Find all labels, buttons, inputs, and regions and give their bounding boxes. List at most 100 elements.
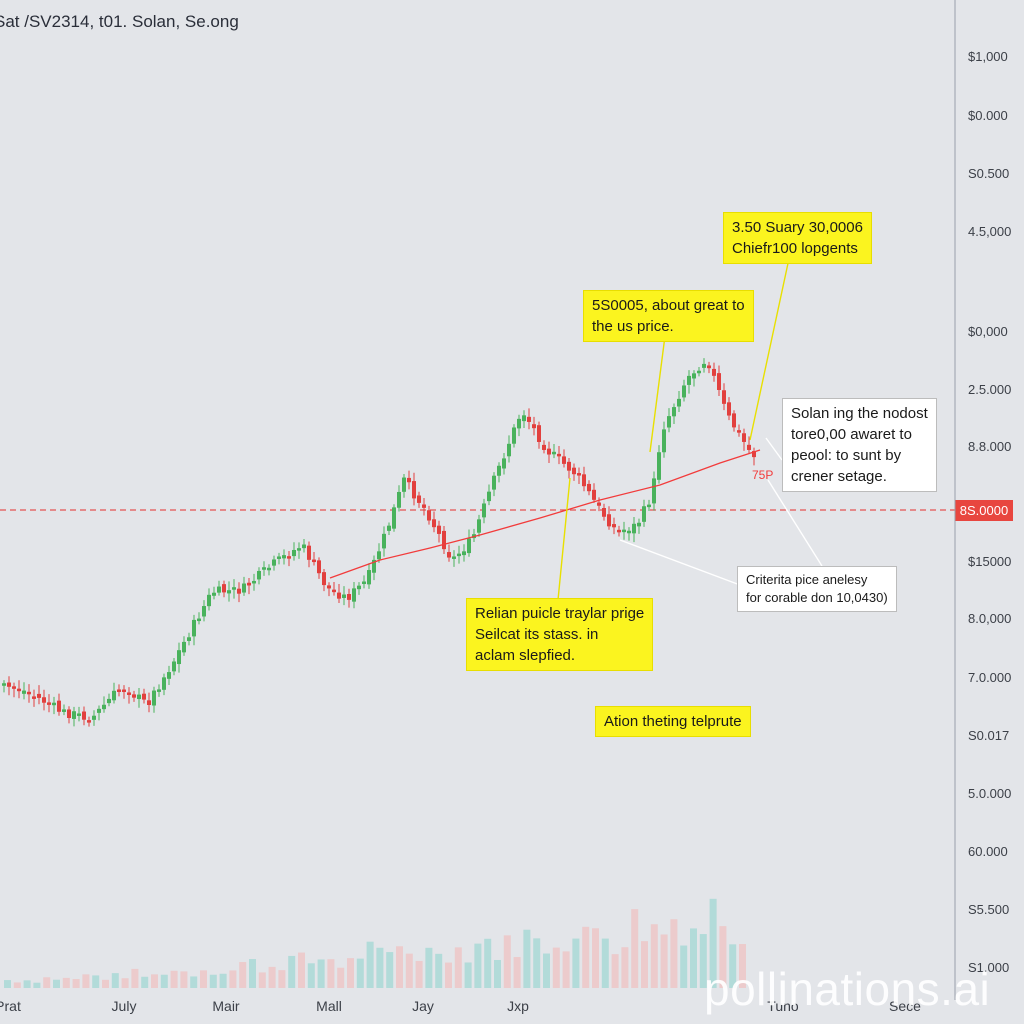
candle-body bbox=[532, 424, 536, 429]
candle-up bbox=[97, 705, 101, 721]
candle-body bbox=[522, 415, 526, 422]
candle-body bbox=[562, 456, 566, 464]
candle-up bbox=[342, 586, 346, 606]
candle-body bbox=[87, 720, 91, 723]
annotation-line: for corable don 10,0430) bbox=[746, 590, 888, 605]
candle-up bbox=[377, 543, 381, 563]
candle-up bbox=[657, 445, 661, 484]
candle-down bbox=[437, 520, 441, 543]
volume-bar bbox=[719, 926, 727, 988]
candle-up bbox=[182, 636, 186, 656]
candle-up bbox=[477, 514, 481, 537]
candle-body bbox=[712, 368, 716, 376]
candle-up bbox=[367, 563, 371, 589]
candle-down bbox=[562, 449, 566, 468]
candle-down bbox=[12, 682, 16, 698]
candle-body bbox=[697, 370, 701, 374]
candle-down bbox=[37, 685, 41, 705]
candle-body bbox=[687, 375, 691, 385]
candle-up bbox=[467, 529, 471, 557]
candle-down bbox=[612, 517, 616, 535]
candle-body bbox=[517, 418, 521, 429]
candle-body bbox=[277, 556, 281, 559]
candle-body bbox=[657, 452, 661, 480]
candle-body bbox=[437, 525, 441, 534]
candle-up bbox=[452, 550, 456, 567]
volume-bar bbox=[474, 943, 482, 988]
candle-body bbox=[502, 458, 506, 469]
candle-up bbox=[257, 567, 261, 585]
volume-bar bbox=[121, 978, 129, 988]
candle-down bbox=[247, 577, 251, 595]
volume-bar bbox=[405, 953, 413, 988]
candle-body bbox=[222, 584, 226, 593]
x-tick-label: Prat bbox=[0, 998, 21, 1014]
candle-up bbox=[152, 686, 156, 713]
candle-body bbox=[582, 474, 586, 487]
candle-body bbox=[617, 529, 621, 533]
candle-down bbox=[82, 706, 86, 726]
volume-bar bbox=[92, 975, 100, 988]
candle-body bbox=[232, 587, 236, 590]
pointer-line bbox=[749, 253, 791, 441]
y-tick-label: S0.500 bbox=[968, 166, 1009, 181]
candle-body bbox=[12, 686, 16, 689]
candle-down bbox=[122, 685, 126, 699]
candle-body bbox=[272, 559, 276, 566]
candle-body bbox=[97, 708, 101, 713]
candle-up bbox=[647, 499, 651, 512]
candle-body bbox=[92, 715, 96, 720]
candle-down bbox=[572, 463, 576, 481]
candle-body bbox=[32, 696, 36, 699]
volume-bar bbox=[307, 963, 315, 988]
candle-up bbox=[162, 673, 166, 696]
volume-bar bbox=[23, 980, 31, 988]
annotation-line: the us price. bbox=[592, 318, 674, 335]
candle-body bbox=[432, 519, 436, 528]
candle-body bbox=[482, 503, 486, 518]
candle-body bbox=[227, 590, 231, 594]
candle-down bbox=[117, 684, 121, 697]
watermark: pollinations.ai bbox=[704, 963, 991, 1015]
pointer-line bbox=[765, 437, 783, 461]
candle-down bbox=[287, 551, 291, 567]
candle-body bbox=[642, 506, 646, 522]
candle-body bbox=[282, 555, 286, 559]
price-tag bbox=[955, 500, 1013, 521]
candle-body bbox=[132, 694, 136, 698]
candle-body bbox=[262, 567, 266, 570]
volume-bar bbox=[484, 938, 492, 988]
volume-bar bbox=[425, 947, 433, 988]
volume-bar bbox=[396, 946, 403, 988]
candle-body bbox=[527, 416, 531, 422]
volume-bar bbox=[53, 979, 60, 988]
candle-body bbox=[392, 507, 396, 529]
candle-down bbox=[27, 684, 31, 703]
annotation-mid: 5S0005, about great to the us price. bbox=[583, 290, 754, 342]
candle-down bbox=[602, 503, 606, 521]
y-tick-label: 8.8.000 bbox=[968, 439, 1011, 454]
candle-body bbox=[662, 429, 666, 453]
candle-body bbox=[172, 661, 176, 672]
candle-down bbox=[322, 568, 326, 592]
candle-up bbox=[697, 366, 701, 377]
volume-bar bbox=[180, 971, 188, 988]
candle-down bbox=[547, 441, 551, 464]
candle-body bbox=[737, 430, 741, 433]
annotation-line: peool: to sunt by bbox=[791, 447, 902, 464]
y-tick-label: S0.017 bbox=[968, 728, 1009, 743]
candle-body bbox=[37, 693, 41, 698]
candle-up bbox=[667, 408, 671, 433]
volume-bar bbox=[131, 968, 139, 988]
candle-body bbox=[122, 689, 126, 693]
y-tick-label: 5.0.000 bbox=[968, 786, 1011, 801]
candle-body bbox=[157, 689, 161, 692]
candle-up bbox=[242, 576, 246, 596]
candle-up bbox=[277, 552, 281, 565]
candle-up bbox=[272, 555, 276, 571]
candle-body bbox=[332, 589, 336, 593]
pointer-line bbox=[557, 477, 571, 601]
candle-down bbox=[7, 676, 11, 696]
candle-body bbox=[102, 704, 106, 710]
